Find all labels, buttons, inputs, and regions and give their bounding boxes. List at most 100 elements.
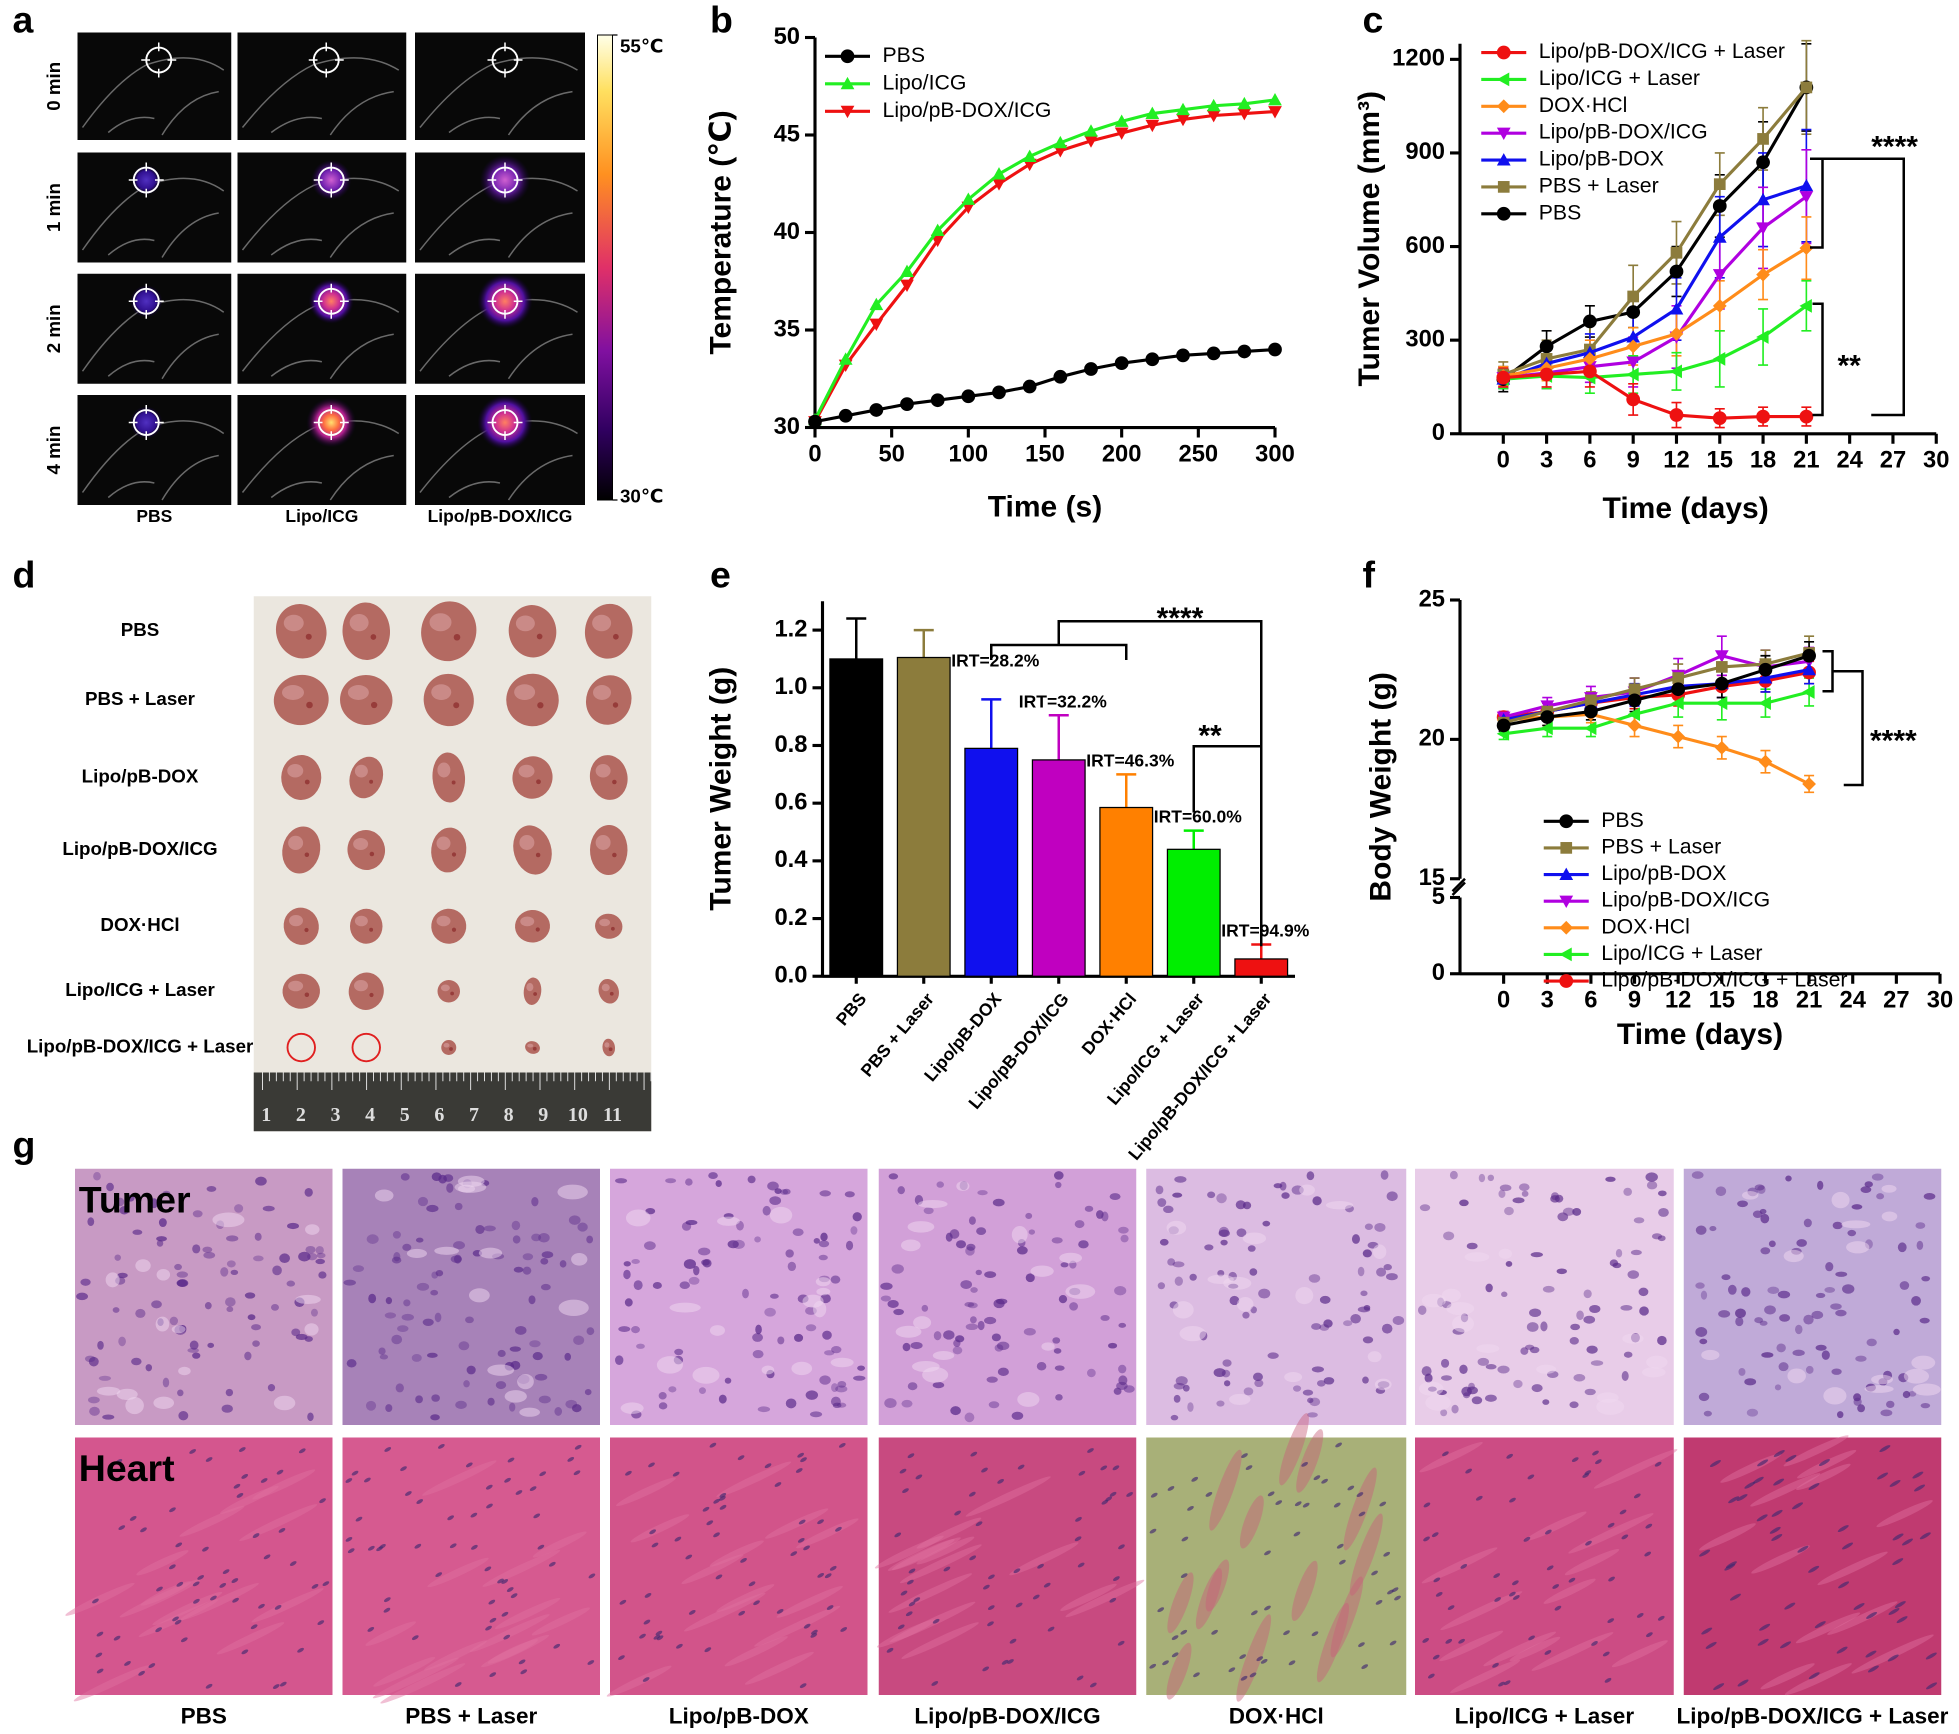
cell-nucleus	[193, 1598, 200, 1604]
cell-nucleus	[1921, 1275, 1931, 1282]
cell-nucleus	[241, 1474, 249, 1479]
cell-nucleus	[1835, 1271, 1848, 1277]
marker	[1756, 222, 1770, 235]
tumor-highlight	[518, 764, 535, 778]
significance-label: **	[1198, 719, 1222, 752]
cell-nucleus	[932, 1381, 945, 1389]
cell-nucleus	[192, 1352, 201, 1359]
cell-nucleus	[805, 1324, 817, 1332]
cell-nucleus	[1914, 1484, 1926, 1492]
group-label: PBS	[181, 1703, 227, 1728]
cell-nucleus	[1912, 1471, 1924, 1479]
cell-nucleus	[1078, 1240, 1089, 1249]
cell-nucleus	[767, 1181, 779, 1191]
cell-nucleus	[702, 1506, 710, 1512]
muscle-fiber	[1509, 1636, 1561, 1662]
stroma	[1464, 1252, 1490, 1262]
cell-nucleus	[385, 1404, 393, 1412]
cell-nucleus	[1218, 1229, 1230, 1238]
cell-nucleus	[437, 1444, 445, 1449]
legend-label: Lipo/pB-DOX	[1601, 861, 1726, 885]
cell-nucleus	[1374, 1222, 1386, 1232]
cell-nucleus	[1187, 1402, 1194, 1412]
muscle-fiber	[495, 1597, 561, 1630]
stroma	[1041, 1342, 1055, 1351]
y-tick-label: 50	[774, 23, 800, 50]
cell-nucleus	[1333, 1502, 1341, 1508]
cell-nucleus	[1118, 1226, 1129, 1234]
muscle-fiber	[373, 1656, 436, 1687]
cell-nucleus	[1358, 1511, 1366, 1517]
series-line	[1503, 690, 1810, 736]
cell-nucleus	[1053, 1348, 1062, 1354]
marker	[1053, 135, 1068, 149]
marker	[1714, 696, 1728, 711]
cell-nucleus	[826, 1605, 834, 1610]
cell-nucleus	[1592, 1450, 1599, 1456]
cell-nucleus	[658, 1402, 668, 1410]
mouse-outline	[419, 57, 578, 136]
muscle-fiber	[1065, 1579, 1145, 1618]
cell-nucleus	[1785, 1454, 1797, 1462]
cell-nucleus	[809, 1411, 823, 1418]
cell-nucleus	[426, 1204, 439, 1213]
muscle-fiber	[684, 1592, 766, 1632]
legend-marker	[1559, 974, 1574, 988]
cell-nucleus	[205, 1683, 213, 1689]
muscle-fiber	[239, 1504, 318, 1542]
y-tick-label: 300	[1405, 325, 1445, 352]
group-label: Lipo/pB-DOX	[82, 765, 199, 786]
cell-nucleus	[254, 1232, 262, 1241]
bar	[964, 747, 1019, 977]
cell-nucleus	[1043, 1582, 1051, 1588]
marker	[961, 389, 976, 404]
stroma	[1841, 1220, 1871, 1229]
cell-nucleus	[401, 1313, 414, 1321]
cell-nucleus	[907, 1453, 915, 1459]
marker	[1714, 676, 1729, 691]
cell-nucleus	[522, 1253, 534, 1261]
muscle-fiber	[1421, 1547, 1498, 1584]
cell-nucleus	[1273, 1183, 1283, 1189]
cell-nucleus	[643, 1241, 656, 1250]
tumor-spot	[453, 702, 460, 709]
cell-nucleus	[737, 1455, 745, 1461]
group-label: Lipo/pB-DOX/ICG + Laser	[27, 1035, 254, 1056]
cell-nucleus	[1729, 1593, 1741, 1601]
tumor-highlight	[519, 835, 535, 850]
crosshair-ticks	[487, 162, 523, 198]
marker	[1084, 362, 1098, 376]
cell-nucleus	[124, 1661, 131, 1666]
cell-nucleus	[1769, 1526, 1781, 1534]
marker	[1627, 290, 1640, 303]
group-label: Lipo/ICG + Laser	[1455, 1703, 1635, 1728]
ruler-number: 1	[261, 1104, 271, 1126]
cell-nucleus	[1243, 1387, 1254, 1396]
cell-nucleus	[1630, 1249, 1642, 1256]
cell-nucleus	[174, 1619, 182, 1625]
cell-nucleus	[1509, 1497, 1516, 1503]
cell-nucleus	[1759, 1623, 1771, 1631]
tumor-highlight	[349, 614, 369, 632]
legend-label: PBS	[883, 43, 926, 67]
cell-nucleus	[698, 1387, 706, 1395]
cell-nucleus	[1182, 1384, 1190, 1392]
cell-nucleus	[84, 1355, 96, 1363]
tumor-spot	[304, 992, 310, 997]
stroma	[912, 1360, 940, 1373]
cell-nucleus	[1419, 1204, 1431, 1212]
cell-nucleus	[453, 1241, 465, 1250]
stroma	[1418, 1381, 1444, 1396]
muscle-fiber	[136, 1550, 189, 1576]
cell-nucleus	[1264, 1550, 1271, 1556]
y-tick-label: 35	[774, 315, 800, 342]
legend-label: Lipo/pB-DOX/ICG	[883, 98, 1052, 122]
cell-nucleus	[1709, 1460, 1721, 1468]
stroma	[1881, 1184, 1897, 1193]
cell-nucleus	[631, 1326, 640, 1334]
cell-nucleus	[1621, 1371, 1629, 1381]
tumor-spot	[453, 633, 461, 641]
cell-nucleus	[1695, 1327, 1708, 1337]
cell-nucleus	[1646, 1181, 1658, 1190]
cell-nucleus	[681, 1221, 692, 1231]
